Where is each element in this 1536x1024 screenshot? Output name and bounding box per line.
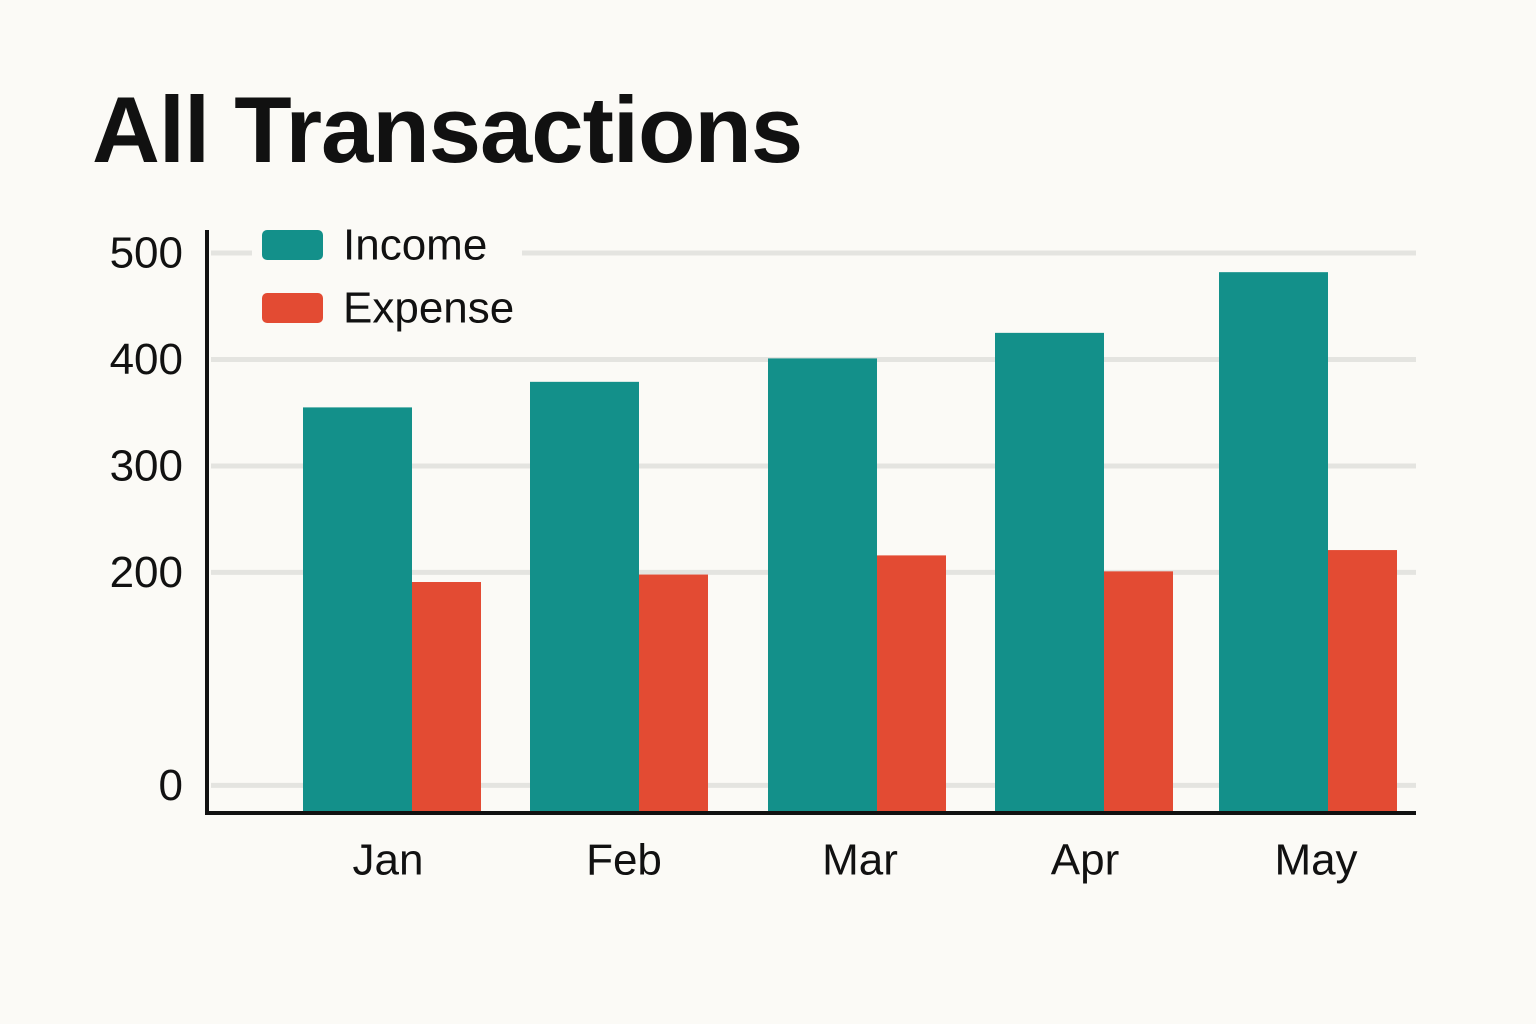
y-tick-label: 200 [110, 548, 183, 597]
y-tick-label: 300 [110, 441, 183, 490]
y-tick-label: 400 [110, 335, 183, 384]
legend: Income Expense [252, 208, 522, 338]
bar-expense-feb [639, 574, 708, 812]
bar-expense-mar [877, 555, 946, 812]
x-tick-label: Apr [1051, 836, 1119, 885]
legend-swatch-expense [262, 293, 323, 323]
bar-income-jan [303, 407, 412, 812]
bar-expense-jan [412, 582, 481, 812]
bar-income-apr [995, 332, 1104, 812]
bar-expense-apr [1104, 571, 1173, 812]
legend-label-income: Income [343, 221, 487, 270]
bar-income-feb [530, 381, 639, 812]
legend-label-expense: Expense [343, 284, 514, 333]
bar-income-may [1219, 272, 1328, 812]
axes [205, 230, 1416, 815]
bars [303, 272, 1397, 812]
x-tick-label: Feb [586, 836, 662, 885]
bar-expense-may [1328, 550, 1397, 812]
y-tick-labels: 0 200 300 400 500 [110, 229, 183, 810]
chart-title: All Transactions [92, 77, 803, 182]
x-tick-label: Jan [353, 836, 424, 885]
y-tick-label: 0 [159, 761, 183, 810]
y-tick-label: 500 [110, 229, 183, 278]
legend-swatch-income [262, 230, 323, 260]
x-tick-label: Mar [822, 836, 898, 885]
x-tick-labels: Jan Feb Mar Apr May [353, 836, 1358, 885]
x-tick-label: May [1274, 836, 1357, 885]
bar-income-mar [768, 358, 877, 812]
